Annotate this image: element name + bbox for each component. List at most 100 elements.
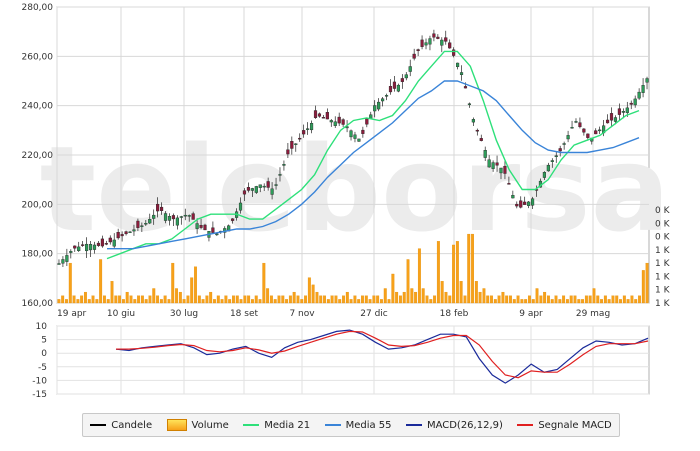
volume-bar [497, 295, 501, 304]
legend-macd[interactable]: MACD(26,12,9) [405, 420, 503, 431]
volume-bar [110, 281, 114, 304]
volume-bar [57, 299, 61, 304]
volume-bar [630, 295, 634, 304]
candle-body [333, 121, 337, 126]
volume-bar [281, 295, 285, 304]
candle-body [195, 223, 199, 229]
signal-swatch-icon [517, 424, 534, 426]
legend-media-21[interactable]: Media 21 [243, 420, 310, 431]
volume-bar [114, 295, 118, 304]
candle-body [96, 242, 101, 246]
chart-legend: Candele Volume Media 21 Media 55 MACD(26… [82, 413, 620, 437]
candle-body [396, 84, 400, 92]
candle-body [641, 85, 645, 93]
candle-body [440, 39, 444, 46]
volume-bar [455, 241, 459, 304]
volume-bar [273, 299, 277, 304]
candle-body [605, 119, 610, 124]
candle-body [199, 225, 203, 228]
volume-bar [467, 233, 471, 304]
candle-body [511, 195, 515, 199]
candle-body [479, 138, 483, 141]
x-tick-label: 10 giu [107, 309, 135, 319]
volume-bar [315, 291, 319, 304]
legend-candele[interactable]: Candele [90, 420, 152, 431]
candle-body [408, 66, 412, 72]
candle-body [546, 165, 550, 172]
candle-body [392, 81, 397, 89]
x-tick-label: 7 nov [289, 309, 315, 319]
volume-bar [611, 295, 615, 304]
volume-bar [65, 299, 68, 304]
volume-bar [509, 295, 512, 304]
candle-body [566, 135, 570, 140]
candle-body [388, 86, 393, 93]
candle-body [436, 36, 440, 39]
volume-bar [239, 299, 243, 304]
volume-tick-label: 0 K [655, 233, 671, 243]
candle-body [108, 237, 112, 243]
candle-body [104, 243, 108, 245]
volume-bar [584, 295, 588, 304]
x-tick-label: 18 set [230, 309, 259, 319]
candle-body [456, 62, 460, 68]
candle-body [633, 98, 637, 106]
volume-bar [61, 295, 65, 304]
volume-bar [368, 299, 372, 304]
legend-media-55[interactable]: Media 55 [324, 420, 392, 431]
volume-bar [171, 262, 175, 304]
volume-bar [641, 270, 645, 304]
media-55-swatch-icon [324, 424, 341, 426]
macd-swatch-icon [405, 424, 422, 426]
volume-bar [577, 299, 581, 304]
volume-bar [144, 299, 148, 304]
candle-body [357, 138, 361, 142]
volume-bars [57, 233, 649, 304]
volume-bar [607, 299, 611, 304]
candle-body [637, 91, 641, 99]
x-tick-label: 9 apr [519, 309, 543, 319]
candle-body [298, 137, 302, 140]
candle-body [238, 202, 243, 211]
macd-tick-label: 10 [36, 322, 48, 332]
volume-bar [425, 295, 429, 304]
candle-body [416, 49, 420, 52]
candle-body [645, 78, 649, 83]
candle-body [175, 217, 179, 226]
candle-body [88, 244, 93, 251]
candle-body [424, 42, 428, 46]
candle-body [156, 203, 160, 212]
volume-bar [600, 299, 604, 304]
macd-tick-label: -10 [32, 376, 47, 386]
macd-axis: 10 5 0 -5 -10 -15 [32, 322, 47, 400]
volume-bar [338, 299, 342, 304]
volume-bar [417, 248, 421, 304]
candle-body [191, 213, 195, 220]
volume-bar [323, 295, 326, 304]
volume-bar [300, 299, 304, 304]
volume-bar [353, 295, 357, 304]
watermark-logo: teleborsa [40, 120, 671, 258]
volume-bar [129, 295, 133, 304]
volume-bar [349, 299, 353, 304]
volume-bar [391, 273, 395, 304]
date-axis: 19 apr 10 giu 30 lug 18 set 7 nov 27 dic 18 fe… [57, 309, 610, 319]
candle-body [542, 172, 546, 178]
volume-bar [581, 299, 585, 304]
volume-bar [84, 291, 87, 304]
candle-body [586, 133, 590, 138]
volume-bar [121, 299, 125, 304]
volume-bar [266, 288, 270, 304]
candle-body [519, 200, 523, 208]
macd-tick-label: 0 [41, 349, 47, 359]
candle-body [286, 149, 290, 155]
volume-bar [319, 295, 323, 304]
volume-bar [288, 295, 292, 304]
volume-bar [91, 295, 95, 304]
legend-segnale-macd[interactable]: Segnale MACD [517, 420, 612, 431]
volume-bar [645, 262, 649, 304]
candle-body [163, 213, 168, 221]
macd-lines [115, 329, 649, 384]
candle-body [65, 255, 69, 262]
legend-volume[interactable]: Volume [166, 419, 229, 431]
